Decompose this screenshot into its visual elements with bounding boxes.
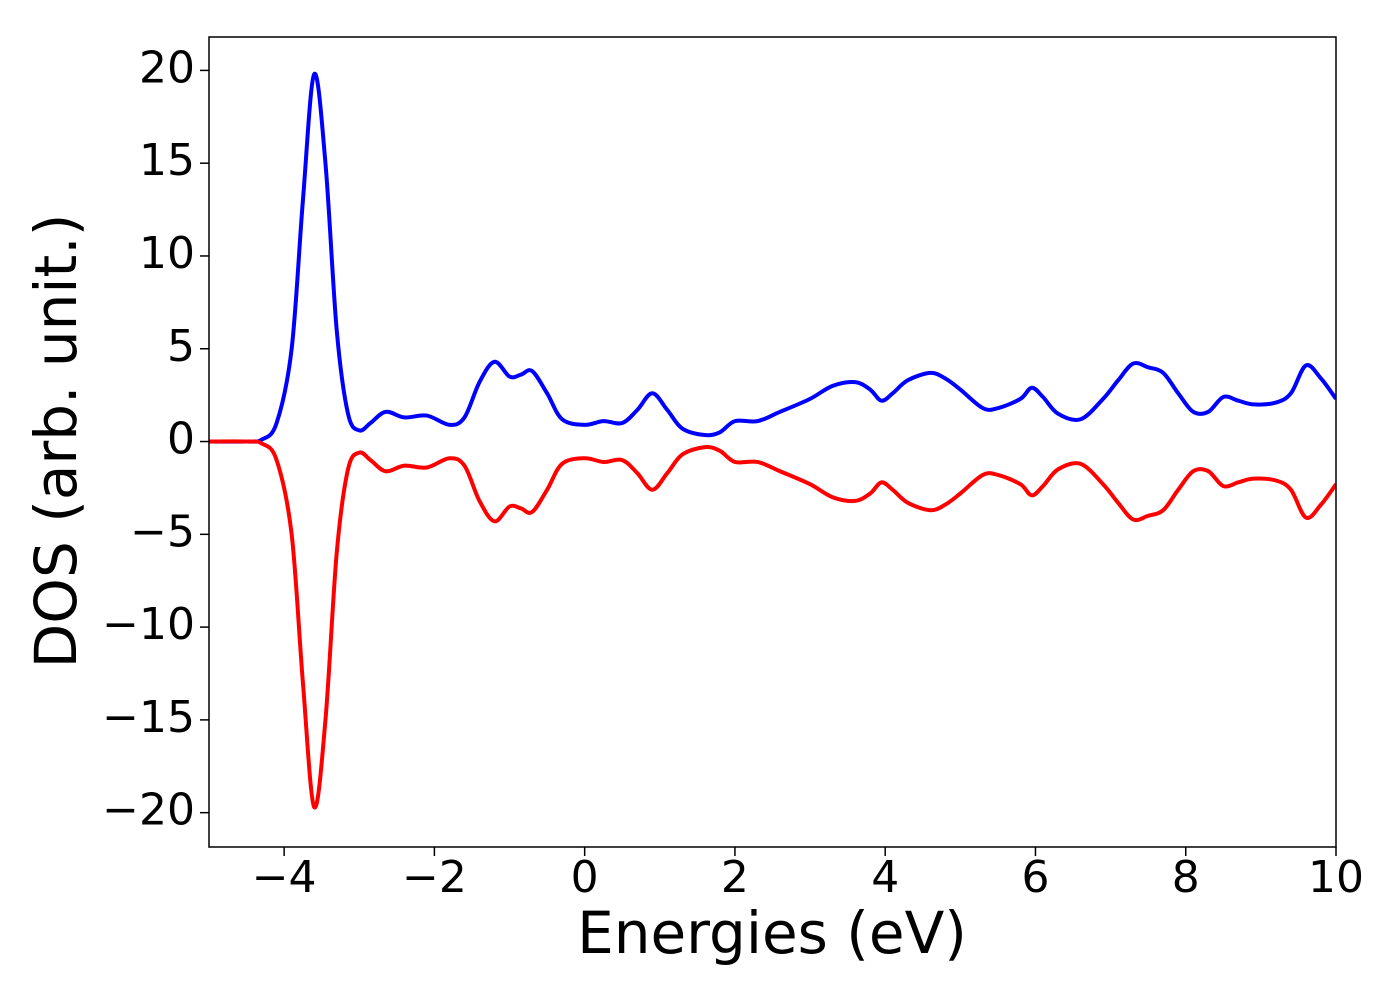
x-tick-label: 2 bbox=[721, 852, 749, 903]
x-tick-label: 4 bbox=[871, 852, 899, 903]
plot-frame bbox=[208, 36, 1337, 848]
y-tick-label: 15 bbox=[139, 135, 195, 186]
y-tick-label: 20 bbox=[139, 42, 195, 93]
x-tick-label: −2 bbox=[402, 852, 467, 903]
y-tick-label: −20 bbox=[102, 785, 195, 836]
y-tick-label: −15 bbox=[102, 692, 195, 743]
y-tick-label: −5 bbox=[130, 506, 195, 557]
y-tick-label: 10 bbox=[139, 228, 195, 279]
y-tick-label: 0 bbox=[167, 414, 195, 465]
y-tick-label: −10 bbox=[102, 599, 195, 650]
x-tick-label: 0 bbox=[571, 852, 599, 903]
series-line bbox=[209, 439, 1336, 810]
x-tick-label: 6 bbox=[1021, 852, 1049, 903]
y-axis-label: DOS (arb. unit.) bbox=[22, 214, 90, 669]
x-tick-label: −4 bbox=[252, 852, 317, 903]
x-tick-label: 8 bbox=[1172, 852, 1200, 903]
y-tick-label: 5 bbox=[167, 321, 195, 372]
x-tick-label: 10 bbox=[1308, 852, 1364, 903]
series-line bbox=[209, 71, 1336, 444]
x-axis-label: Energies (eV) bbox=[577, 899, 967, 967]
